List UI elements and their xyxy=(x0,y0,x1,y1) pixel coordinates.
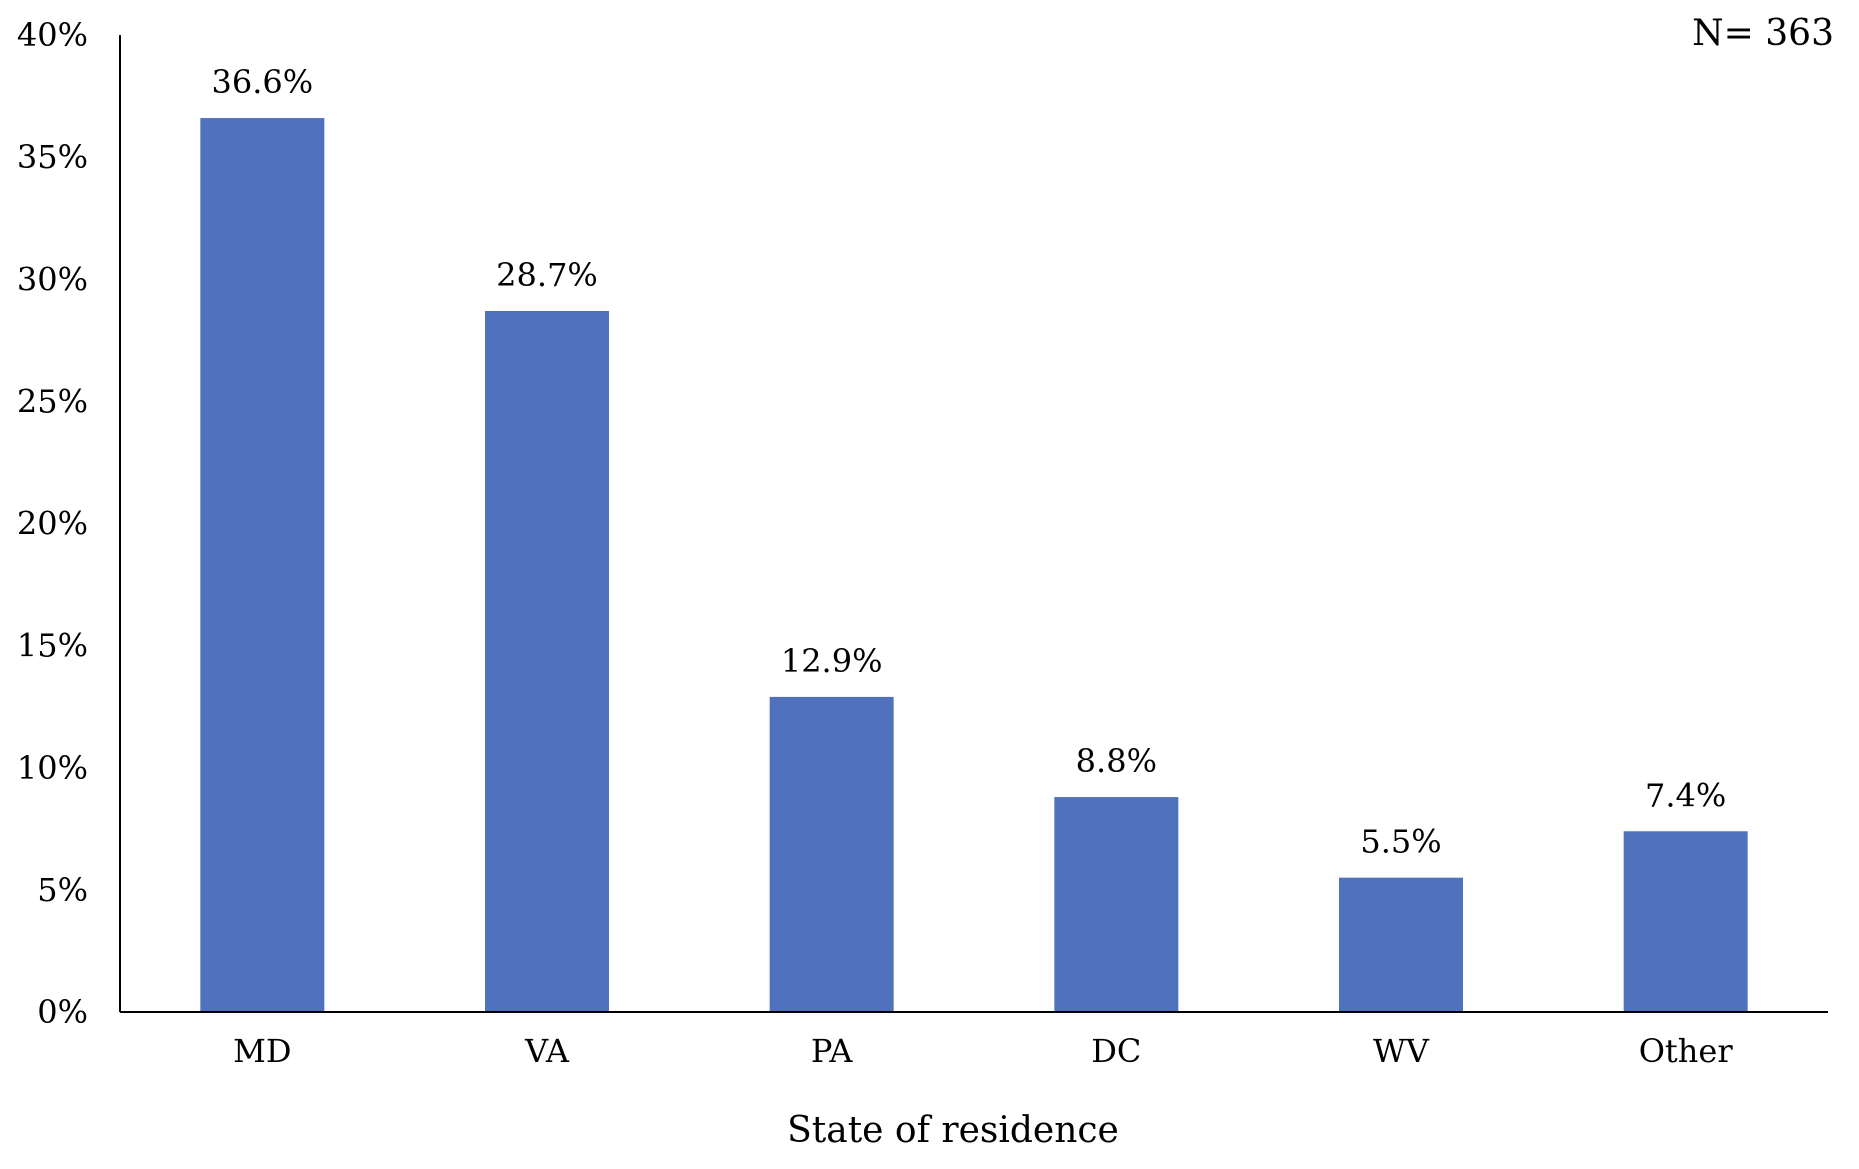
x-tick-label-dc: DC xyxy=(1091,1032,1141,1070)
bar-other xyxy=(1623,831,1748,1012)
y-tick-label: 0% xyxy=(37,993,88,1031)
bar-dc xyxy=(1054,797,1179,1012)
data-label-other: 7.4% xyxy=(1645,776,1726,814)
data-label-md: 36.6% xyxy=(212,63,314,101)
data-label-va: 28.7% xyxy=(496,256,598,294)
x-tick-label-pa: PA xyxy=(811,1032,854,1070)
y-tick-label: 35% xyxy=(17,138,88,176)
x-tick-label-va: VA xyxy=(524,1032,570,1070)
y-tick-label: 10% xyxy=(17,749,88,787)
bar-va xyxy=(485,311,609,1012)
y-tick-label: 40% xyxy=(17,16,88,54)
y-axis-ticks: 0% 5% 10% 15% 20% 25% 30% 35% 40% xyxy=(17,16,88,1031)
bar-md xyxy=(200,118,325,1013)
bar-pa xyxy=(769,696,894,1012)
y-tick-label: 20% xyxy=(17,505,88,543)
y-tick-label: 25% xyxy=(17,382,88,420)
data-label-wv: 5.5% xyxy=(1360,823,1441,861)
data-label-pa: 12.9% xyxy=(781,642,883,680)
x-tick-label-md: MD xyxy=(233,1032,291,1070)
y-tick-label: 15% xyxy=(17,627,88,665)
x-axis-title: State of residence xyxy=(787,1110,1119,1151)
bars-group xyxy=(200,118,1748,1013)
x-axis-labels: MD VA PA DC WV Other xyxy=(233,1032,1733,1070)
y-tick-label: 30% xyxy=(17,260,88,298)
sample-size-annotation: N= 363 xyxy=(1692,13,1834,54)
data-labels-group: 36.6% 28.7% 12.9% 8.8% 5.5% 7.4% xyxy=(212,63,1727,861)
x-tick-label-wv: WV xyxy=(1373,1032,1430,1070)
data-label-dc: 8.8% xyxy=(1076,742,1157,780)
bar-wv xyxy=(1339,877,1463,1012)
y-tick-label: 5% xyxy=(37,871,88,909)
x-tick-label-other: Other xyxy=(1639,1032,1734,1070)
